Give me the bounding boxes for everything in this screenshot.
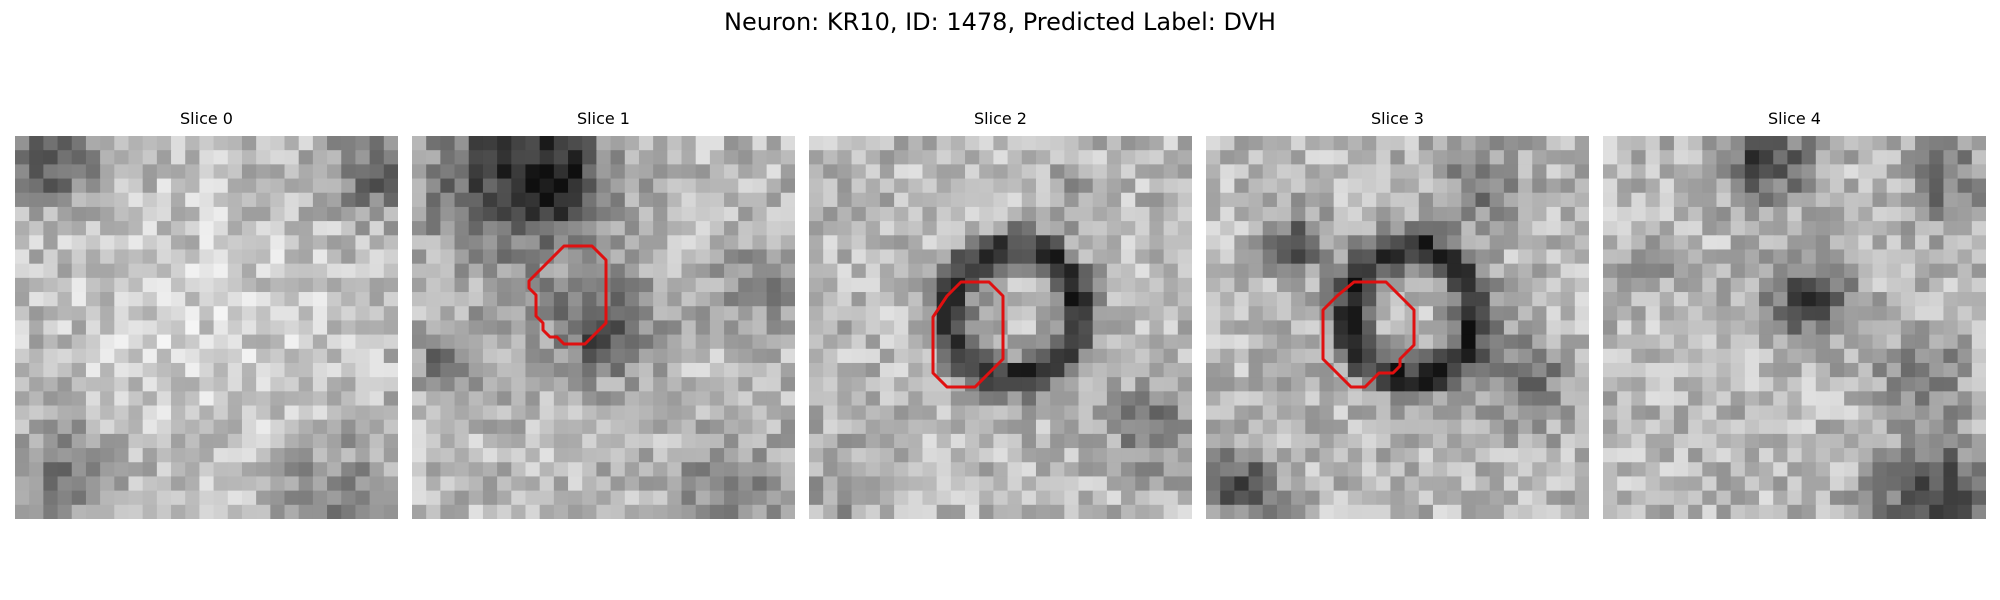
slice-title: Slice 4 [1768, 109, 1821, 128]
slice-panel-4: Slice 4 [1603, 108, 1986, 519]
slice-panel-0: Slice 0 [15, 108, 398, 519]
slice-panel-1: Slice 1 [412, 108, 795, 519]
slice-title: Slice 2 [974, 109, 1027, 128]
roi-contour [527, 244, 608, 346]
slice-image [1206, 136, 1589, 519]
slice-image [412, 136, 795, 519]
slice-title: Slice 1 [577, 109, 630, 128]
figure-title: Neuron: KR10, ID: 1478, Predicted Label:… [724, 8, 1276, 36]
slice-panel-3: Slice 3 [1206, 108, 1589, 519]
slice-title: Slice 0 [180, 109, 233, 128]
roi-contour [931, 280, 1005, 389]
slice-image [809, 136, 1192, 519]
slice-panel-2: Slice 2 [809, 108, 1192, 519]
slice-image [1603, 136, 1986, 519]
slice-title: Slice 3 [1371, 109, 1424, 128]
slice-image [15, 136, 398, 519]
roi-contour [1321, 280, 1416, 389]
